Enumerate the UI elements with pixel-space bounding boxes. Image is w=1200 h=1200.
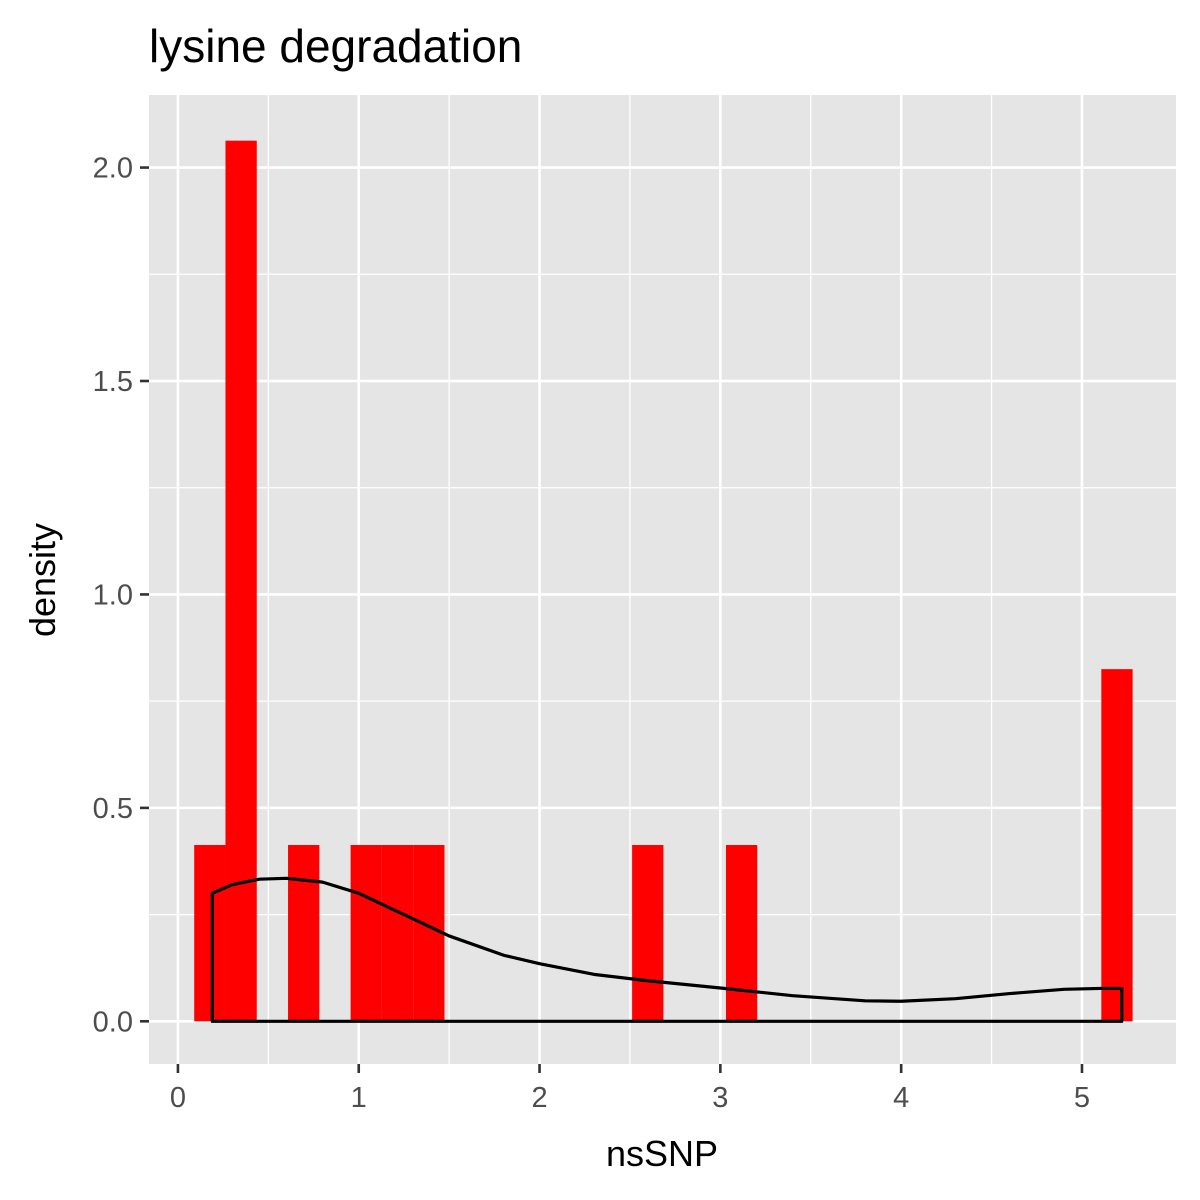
y-tick-label: 2.0 [93,153,133,185]
x-axis-title: nsSNP [606,1133,718,1174]
histogram-bar [725,845,758,1022]
x-tick-label: 3 [712,1082,728,1114]
histogram-bar [225,140,257,1022]
density-curve [210,876,1124,1023]
x-tick-label: 4 [893,1082,909,1114]
y-axis-title: density [22,523,63,637]
x-tick-label: 0 [170,1082,186,1114]
y-tick-label: 0.5 [93,793,133,825]
histogram-bar [1101,669,1133,1022]
histogram-bar [381,845,414,1022]
histogram-bar [288,845,320,1022]
histogram-bar [632,845,664,1022]
chart-title: lysine degradation [149,20,522,72]
y-tick-label: 1.0 [93,579,133,611]
histogram-bar [413,845,445,1022]
y-axis-ticks: 0.0 0.5 1.0 1.5 2.0 [93,153,149,1038]
x-axis-ticks: 0 1 2 3 4 5 [170,1064,1090,1114]
histogram-bar [194,845,226,1022]
x-tick-label: 1 [351,1082,367,1114]
x-tick-label: 2 [531,1082,547,1114]
y-tick-label: 0.0 [93,1006,133,1038]
x-tick-label: 5 [1074,1082,1090,1114]
histogram-bar [350,845,382,1022]
y-tick-label: 1.5 [93,366,133,398]
